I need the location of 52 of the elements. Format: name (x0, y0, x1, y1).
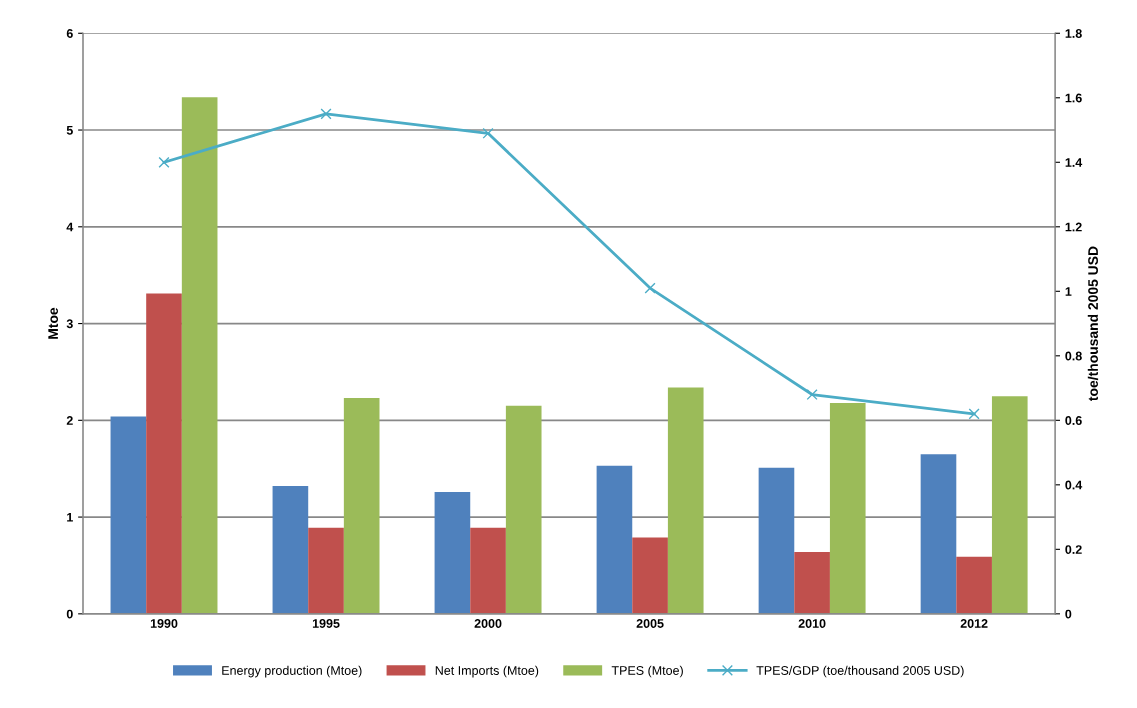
y-axis-title: Mtoe (48, 307, 59, 339)
y2-tick-label: 0.2 (1065, 545, 1082, 554)
bar (920, 454, 957, 614)
bar (146, 293, 182, 614)
y-tick-label: 4 (66, 222, 74, 232)
y-tick-label: 5 (66, 125, 73, 135)
bar (829, 402, 866, 614)
y-tick-label: 0 (66, 609, 73, 619)
x-tick-label: 1990 (150, 619, 178, 628)
bar (596, 465, 633, 614)
legend-label: Net Imports (Mtoe) (435, 665, 539, 678)
y2-tick-label: 1 (1065, 287, 1072, 296)
bar (758, 467, 795, 614)
x-tick-label: 2005 (636, 619, 664, 628)
x-tick-label: 2000 (474, 619, 502, 628)
legend-label: Energy production (Mtoe) (222, 665, 362, 678)
y-tick-label: 3 (66, 319, 73, 329)
bar (991, 396, 1028, 614)
bar (794, 551, 830, 614)
y2-axis-title: toe/thousand 2005 USD (1087, 246, 1099, 401)
bar (956, 556, 992, 614)
y2-tick-label: 1.2 (1065, 222, 1082, 232)
y2-tick-label: 0.4 (1065, 480, 1083, 490)
bar (667, 387, 704, 614)
bar (272, 486, 309, 614)
x-tick-label: 2012 (960, 619, 988, 628)
legend-label: TPES/GDP (toe/thousand 2005 USD) (756, 665, 964, 678)
point (806, 388, 818, 401)
point (482, 127, 494, 139)
bar (632, 537, 668, 614)
point (968, 408, 980, 420)
bar (343, 398, 380, 614)
y-tick-label: 1 (67, 513, 73, 522)
y2-tick-label: 1.8 (1065, 29, 1082, 38)
y2-tick-label: 0 (1065, 609, 1072, 619)
bar (505, 405, 542, 614)
bar (110, 416, 147, 614)
y2-tick-label: 0.8 (1065, 351, 1082, 361)
bar (470, 527, 506, 614)
x-tick-label: 2010 (798, 619, 826, 628)
point (320, 108, 332, 120)
y-tick-label: 2 (66, 416, 73, 425)
y-tick-label: 6 (66, 29, 73, 38)
legend-label: TPES (Mtoe) (611, 665, 683, 678)
x-tick-label: 1995 (312, 619, 340, 628)
y2-tick-label: 0.6 (1065, 416, 1082, 425)
y2-tick-label: 1.4 (1065, 158, 1083, 167)
bar (308, 527, 344, 614)
y2-tick-label: 1.6 (1065, 93, 1082, 103)
point (158, 156, 170, 168)
bar (181, 97, 218, 614)
bar (434, 491, 471, 614)
